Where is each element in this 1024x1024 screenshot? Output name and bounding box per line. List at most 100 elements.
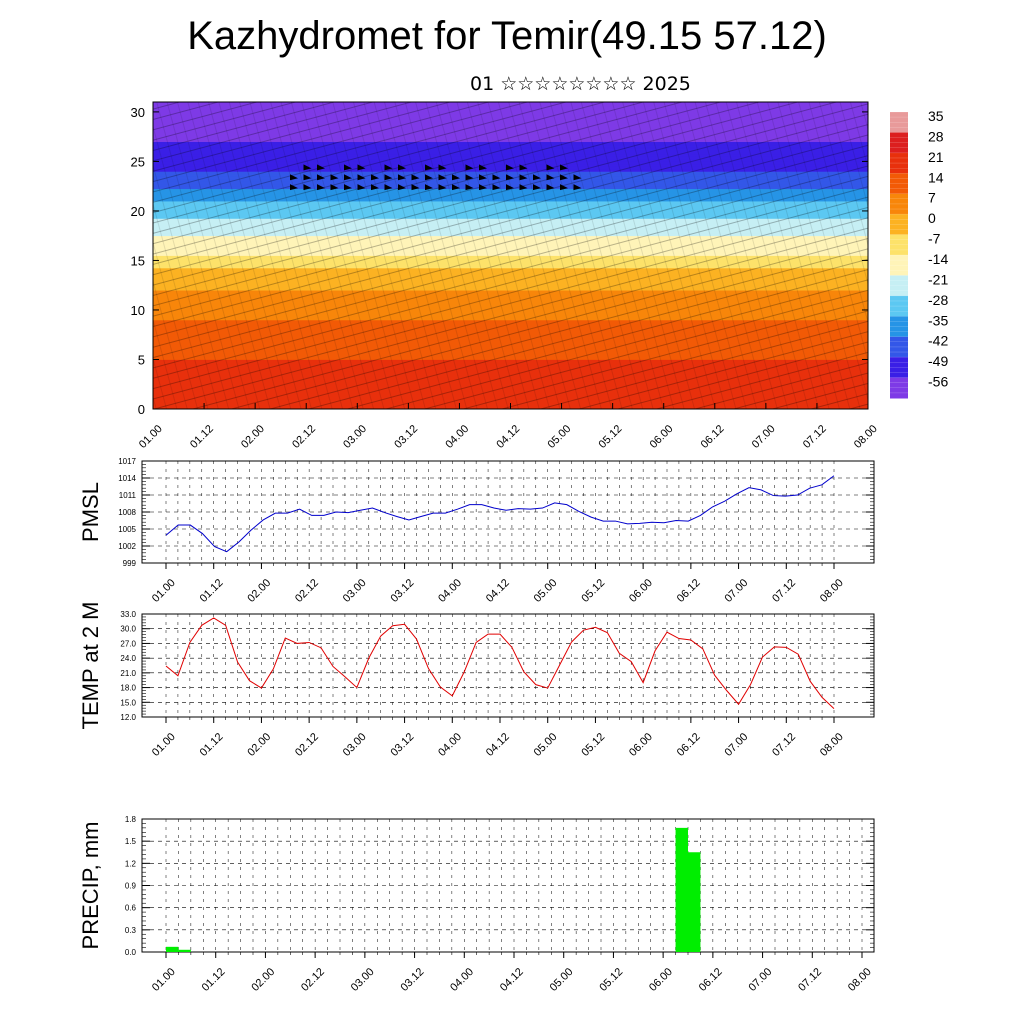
wind-arrow: [560, 174, 568, 181]
wind-arrow: [317, 164, 325, 171]
x-tick-label: 04.12: [484, 577, 512, 605]
y-tick-label: 0.6: [125, 904, 137, 913]
colorbar-box: [890, 377, 908, 399]
x-tick-label: 04.12: [494, 423, 522, 451]
wind-arrow: [533, 174, 541, 181]
x-tick-label: 05.12: [597, 966, 625, 994]
y-tick-label: 1017: [118, 457, 136, 466]
y-tick-label: 1011: [119, 491, 137, 500]
precip-bar: [675, 827, 688, 952]
x-tick-label: 04.00: [448, 966, 476, 994]
colorbar-label: -49: [928, 353, 948, 369]
x-tick-label: 02.00: [239, 423, 267, 451]
x-tick-label: 06.12: [675, 731, 703, 759]
wind-arrow: [344, 184, 352, 191]
colorbar-label: -56: [928, 374, 948, 390]
wind-arrow: [425, 174, 433, 181]
wind-arrow: [330, 184, 339, 191]
x-tick-label: 04.12: [498, 966, 526, 994]
wind-arrow: [303, 184, 312, 191]
colorbar-label: 14: [928, 169, 944, 185]
wind-arrow: [398, 184, 406, 191]
x-tick-label: 03.00: [349, 966, 377, 994]
colorbar-label: -7: [928, 231, 941, 247]
y-tick-label: 30.0: [120, 625, 136, 634]
x-tick-label: 06.00: [627, 577, 655, 605]
wind-arrow: [465, 164, 474, 171]
y-tick-label: 33.0: [120, 610, 136, 619]
x-tick-label: 04.00: [443, 423, 471, 451]
y-tick-label: 21.0: [120, 669, 136, 678]
y-tick-label: 5: [138, 352, 145, 367]
y-axis-label: TEMP at 2 M: [78, 602, 103, 730]
x-tick-label: 06.00: [648, 423, 676, 451]
colorbar-label: -35: [928, 312, 948, 328]
wind-arrow: [317, 184, 325, 191]
wind-arrow: [506, 164, 514, 171]
wind-arrow: [506, 174, 514, 181]
colorbar-label: -28: [928, 292, 948, 308]
precip-bar: [688, 852, 701, 952]
x-tick-label: 03.12: [398, 966, 426, 994]
x-tick-label: 05.12: [579, 577, 607, 605]
colorbar-box: [890, 132, 908, 154]
wind-arrow: [384, 184, 393, 191]
x-tick-label: 03.00: [341, 423, 369, 451]
wind-arrow: [479, 164, 487, 171]
x-tick-label: 06.12: [697, 966, 725, 994]
wind-arrow: [573, 174, 582, 181]
wind-arrow: [384, 174, 393, 181]
y-tick-label: 15.0: [120, 698, 136, 707]
x-tick-label: 01.00: [150, 577, 178, 605]
wind-arrow: [452, 174, 460, 181]
temp-panel: 12.0 15.0 18.0 21.0 24.0 27.0 30.0 33.0 01.00 01.…: [78, 602, 875, 759]
x-tick-label: 01.12: [188, 423, 216, 451]
wind-arrow: [533, 184, 541, 191]
wind-arrow: [560, 184, 568, 191]
x-tick-label: 01.00: [150, 966, 178, 994]
y-tick-label: 20: [131, 204, 145, 219]
wind-arrow: [465, 184, 474, 191]
x-tick-label: 03.00: [341, 577, 369, 605]
x-tick-label: 06.12: [699, 423, 727, 451]
x-tick-label: 06.12: [675, 577, 703, 605]
x-tick-label: 03.12: [392, 423, 420, 451]
y-tick-label: 10: [131, 303, 145, 318]
wind-arrow: [344, 164, 352, 171]
y-tick-label: 18.0: [120, 684, 136, 693]
wind-arrow: [398, 164, 406, 171]
x-tick-label: 08.00: [818, 731, 846, 759]
wind-arrow: [425, 164, 433, 171]
colorbar-box: [890, 255, 908, 276]
x-tick-label: 07.12: [796, 966, 824, 994]
x-tick-label: 05.00: [532, 731, 560, 759]
wind-arrow: [560, 164, 568, 171]
wind-arrow: [425, 184, 433, 191]
wind-arrow: [546, 164, 555, 171]
colorbar-label: 35: [928, 108, 944, 124]
wind-arrow: [506, 184, 514, 191]
wind-arrow: [411, 184, 420, 191]
y-tick-label: 12.0: [120, 713, 136, 722]
x-tick-label: 01.12: [200, 966, 228, 994]
wind-arrow: [573, 184, 582, 191]
colorbar-box: [890, 234, 908, 256]
wind-arrow: [438, 174, 447, 181]
colorbar-label: 0: [928, 210, 936, 226]
x-tick-label: 05.12: [579, 731, 607, 759]
x-tick-label: 05.00: [548, 966, 576, 994]
y-tick-label: 15: [131, 253, 145, 268]
y-tick-label: 27.0: [120, 639, 136, 648]
x-tick-label: 04.00: [436, 577, 464, 605]
wind-arrow: [290, 174, 298, 181]
x-tick-label: 05.00: [545, 423, 573, 451]
wind-vector-overlay: [153, 102, 868, 409]
wind-arrow: [492, 174, 501, 181]
x-tick-label: 02.12: [293, 731, 321, 759]
x-tick-label: 04.12: [484, 731, 512, 759]
x-tick-label: 01.12: [198, 731, 226, 759]
page-title: Kazhydromet for Temir(49.15 57.12): [187, 14, 827, 58]
colorbar-box: [890, 336, 908, 358]
colorbar-box: [890, 295, 908, 317]
y-tick-label: 25: [131, 154, 145, 169]
